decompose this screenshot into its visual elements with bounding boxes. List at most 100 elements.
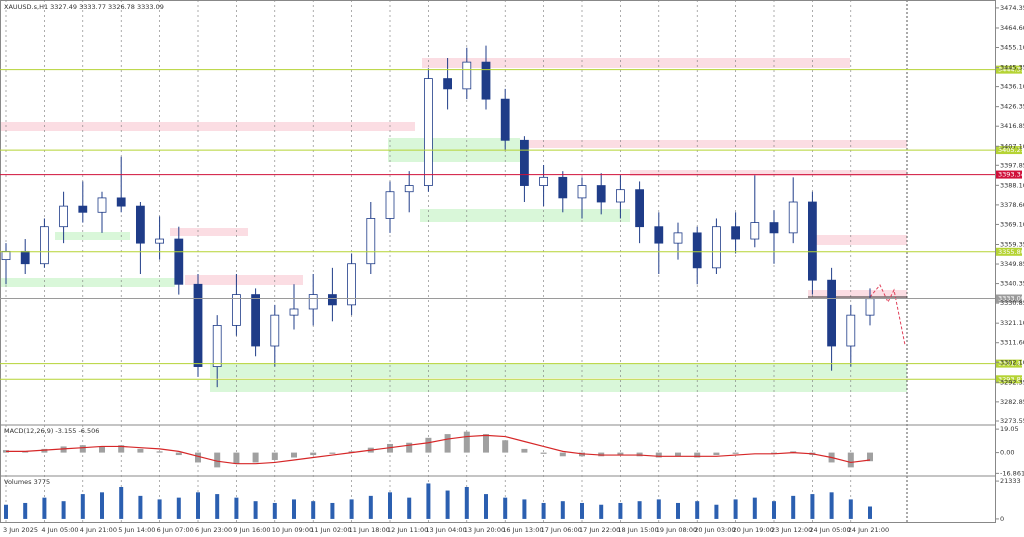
y-tick-label: 3426.35 xyxy=(1000,103,1024,111)
macd-bar xyxy=(175,452,182,456)
x-tick-label: 9 Jun 16:00 xyxy=(233,526,270,534)
candle-body xyxy=(539,176,548,186)
macd-bar xyxy=(291,452,297,458)
x-tick-label: 20 Jun 19:00 xyxy=(733,526,774,534)
volume-bar xyxy=(196,492,200,519)
y-tick-label: 3397.85 xyxy=(1000,161,1024,169)
support-zone xyxy=(55,232,130,240)
candle-body xyxy=(212,325,222,367)
candle-body xyxy=(520,139,529,186)
y-tick-label: 3455.10 xyxy=(1000,44,1024,52)
candle-body xyxy=(577,185,587,199)
y-tick-label: 3340.35 xyxy=(1000,280,1024,288)
price-level-label: 3333.09 xyxy=(998,295,1024,303)
macd-bar xyxy=(118,445,125,453)
volume-bar xyxy=(464,486,469,519)
candle-body xyxy=(827,279,836,347)
candle-body xyxy=(40,226,49,265)
macd-bar xyxy=(463,431,470,453)
resistance-zone xyxy=(422,58,850,68)
y-tick-label: 3282.85 xyxy=(1000,398,1024,406)
support-zone xyxy=(0,278,175,287)
y-tick-label: 3349.85 xyxy=(1000,260,1024,268)
x-tick-label: 13 Jun 20:00 xyxy=(464,526,505,534)
x-tick-label: 4 Jun 05:00 xyxy=(41,526,78,534)
candle-body xyxy=(404,185,414,193)
macd-bar xyxy=(675,452,681,457)
y-tick-label: 3311.60 xyxy=(1000,339,1024,347)
volume-bar xyxy=(656,499,661,519)
volume-bar xyxy=(599,504,604,519)
signal-line xyxy=(6,434,871,465)
volume-bar xyxy=(541,502,546,519)
y-tick-label: -16.861 xyxy=(1000,469,1024,477)
macd-bar xyxy=(406,442,413,453)
candle-body xyxy=(500,98,510,141)
candle-body xyxy=(654,226,664,244)
y-tick-label: 0 xyxy=(1000,515,1004,523)
candle-body xyxy=(750,222,760,240)
volume-bar xyxy=(848,499,853,519)
candle-body xyxy=(251,294,261,347)
macd-bar xyxy=(99,446,105,453)
x-tick-label: 3 Jun 2025 xyxy=(3,526,38,534)
y-tick-label: 3369.10 xyxy=(1000,220,1024,228)
volume-bar xyxy=(100,492,104,519)
price-level-label: 3393.34 xyxy=(998,171,1024,179)
volume-bar xyxy=(234,497,239,519)
macd-bar xyxy=(387,443,393,453)
price-level-label: 3405.25 xyxy=(998,146,1024,154)
y-tick-label: 3416.85 xyxy=(1000,122,1024,130)
candle-body xyxy=(270,314,280,347)
candle-body xyxy=(462,61,472,90)
price-level-label: 3301.45 xyxy=(998,360,1024,368)
macd-bar xyxy=(233,452,240,464)
volume-bar xyxy=(484,494,488,519)
y-tick-label: 3445.35 xyxy=(1000,64,1024,72)
volume-bar xyxy=(176,497,181,519)
volume-bar xyxy=(868,506,872,519)
volume-bar xyxy=(215,494,220,519)
candle-body xyxy=(116,197,126,207)
candle-body xyxy=(174,238,184,285)
x-tick-label: 11 Jun 18:00 xyxy=(349,526,390,534)
y-tick-label: 3330.85 xyxy=(1000,299,1024,307)
macd-bar xyxy=(156,451,163,453)
macd-bar xyxy=(425,437,432,453)
macd-bar xyxy=(847,452,854,468)
x-tick-label: 20 Jun 03:00 xyxy=(694,526,735,534)
y-tick-label: 3474.35 xyxy=(1000,4,1024,12)
x-tick-label: 19 Jun 08:00 xyxy=(656,526,697,534)
candle-body xyxy=(692,232,702,269)
macd-bar xyxy=(41,448,48,453)
price-level-label: 3355.80 xyxy=(998,248,1024,256)
volume-bar xyxy=(637,501,642,519)
volume-bar xyxy=(714,504,719,519)
support-zone xyxy=(420,209,630,222)
x-tick-label: 23 Jun 12:00 xyxy=(771,526,812,534)
resistance-zone xyxy=(630,170,907,176)
candle-body xyxy=(289,308,299,316)
candle-body xyxy=(59,205,68,228)
macd-bar xyxy=(271,452,278,460)
macd-bar xyxy=(579,452,585,457)
macd-bar xyxy=(79,445,86,453)
candle-body xyxy=(347,263,357,306)
volume-bar xyxy=(272,502,277,519)
volume-title: Volumes 3775 xyxy=(4,478,50,486)
x-tick-label: 5 Jun 14:00 xyxy=(118,526,155,534)
volume-bar xyxy=(426,483,431,519)
price-level-tag xyxy=(996,146,1022,155)
y-tick-label: 3378.60 xyxy=(1000,201,1024,209)
y-tick-label: 3302.10 xyxy=(1000,358,1024,366)
macd-bar xyxy=(214,452,221,468)
macd-bar xyxy=(713,452,720,456)
candle-body xyxy=(846,314,856,347)
volume-bar xyxy=(157,499,162,519)
volume-bar xyxy=(119,486,124,519)
volume-bar xyxy=(560,501,565,519)
candle-body xyxy=(231,294,241,326)
volume-bar xyxy=(4,504,8,519)
price-level-tag xyxy=(996,375,1022,384)
resistance-zone xyxy=(0,122,415,131)
